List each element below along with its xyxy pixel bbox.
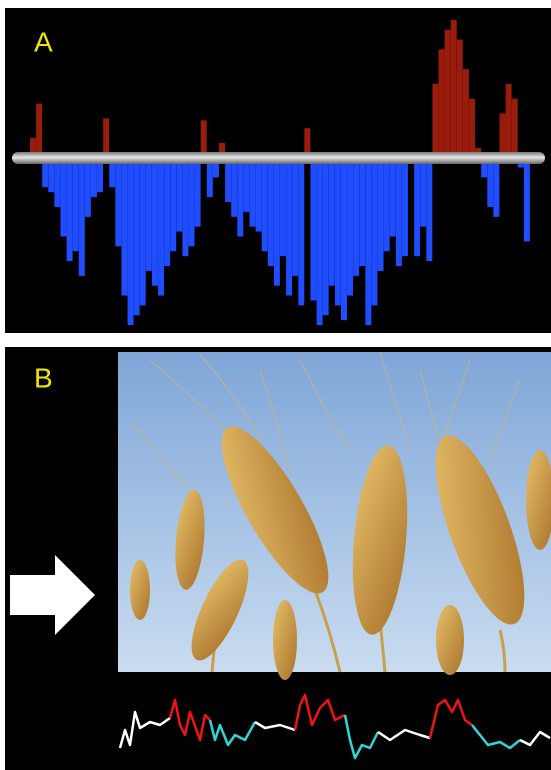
bar bbox=[347, 157, 354, 296]
panel-label: B bbox=[34, 362, 53, 393]
bar bbox=[237, 157, 244, 237]
bar bbox=[401, 157, 408, 257]
bar bbox=[328, 157, 335, 286]
bar bbox=[420, 157, 427, 227]
bar bbox=[316, 157, 323, 326]
bar bbox=[36, 103, 43, 158]
panel-label: A bbox=[34, 26, 53, 57]
bar bbox=[359, 157, 366, 267]
bar bbox=[438, 49, 445, 158]
bar bbox=[78, 157, 85, 276]
wheat-photo bbox=[118, 351, 551, 680]
trace-segment bbox=[471, 724, 521, 750]
bar bbox=[334, 157, 341, 306]
bar bbox=[255, 157, 262, 232]
bar bbox=[145, 157, 152, 271]
bar bbox=[42, 157, 49, 188]
bar bbox=[60, 157, 67, 237]
bar bbox=[371, 157, 378, 306]
wheat-heads bbox=[130, 426, 551, 680]
bar bbox=[499, 113, 506, 158]
bar bbox=[127, 157, 134, 326]
bar bbox=[90, 157, 97, 198]
baseline-rod bbox=[12, 152, 545, 164]
bar bbox=[84, 157, 91, 217]
bar bbox=[426, 157, 433, 262]
bar bbox=[261, 157, 268, 252]
bar bbox=[219, 142, 225, 158]
bar bbox=[249, 157, 256, 227]
trace-segment bbox=[118, 710, 171, 749]
bar bbox=[292, 157, 299, 276]
bar bbox=[505, 83, 512, 158]
bar bbox=[48, 157, 55, 193]
bar bbox=[72, 157, 79, 252]
bar bbox=[280, 157, 286, 257]
bar bbox=[115, 157, 122, 247]
bar bbox=[231, 157, 238, 217]
trace-segment bbox=[519, 730, 551, 747]
bar bbox=[414, 157, 421, 257]
bar bbox=[444, 29, 451, 158]
bar bbox=[511, 98, 518, 158]
bar-group bbox=[30, 19, 530, 326]
bar bbox=[164, 157, 171, 267]
bar bbox=[188, 157, 195, 247]
arrow bbox=[10, 555, 95, 635]
bar bbox=[158, 157, 165, 296]
bar bbox=[66, 157, 73, 262]
bar bbox=[267, 157, 274, 267]
bar bbox=[304, 128, 311, 158]
bar bbox=[322, 157, 329, 316]
bar bbox=[523, 157, 530, 242]
bar bbox=[377, 157, 384, 271]
bar bbox=[273, 157, 280, 286]
bar bbox=[365, 157, 372, 326]
trace-segment bbox=[168, 698, 211, 742]
bar bbox=[139, 157, 146, 306]
bar bbox=[286, 157, 293, 296]
bar bbox=[389, 157, 396, 237]
signal-trace bbox=[118, 693, 551, 760]
bar bbox=[462, 69, 469, 158]
bar bbox=[395, 157, 402, 267]
bar bbox=[182, 157, 189, 257]
bar bbox=[481, 157, 488, 178]
trace-segment bbox=[254, 720, 296, 732]
bar bbox=[194, 157, 201, 227]
bar bbox=[200, 120, 207, 158]
bar bbox=[54, 157, 61, 207]
bar bbox=[30, 138, 36, 158]
bar bbox=[109, 157, 116, 188]
bar bbox=[133, 157, 140, 316]
trace-segment bbox=[293, 693, 346, 731]
bar bbox=[310, 157, 317, 301]
bar bbox=[243, 157, 250, 212]
bar bbox=[493, 157, 500, 217]
bar bbox=[383, 157, 390, 252]
bar bbox=[225, 157, 232, 203]
bar bbox=[103, 118, 110, 158]
bar bbox=[121, 157, 128, 296]
bar bbox=[487, 157, 494, 207]
bar bbox=[450, 19, 457, 158]
trace-segment bbox=[208, 719, 257, 747]
bar bbox=[432, 83, 439, 158]
bar bbox=[456, 39, 463, 158]
bar bbox=[212, 157, 219, 178]
bar bbox=[469, 98, 475, 158]
bar bbox=[353, 157, 360, 276]
bar bbox=[97, 157, 104, 193]
trace-segment bbox=[343, 714, 380, 760]
bar bbox=[298, 157, 305, 306]
bar bbox=[151, 157, 158, 286]
bar bbox=[170, 157, 177, 252]
trace-segment bbox=[377, 728, 431, 742]
bar bbox=[176, 157, 183, 232]
bar bbox=[206, 157, 213, 198]
bar bbox=[340, 157, 347, 321]
trace-segment bbox=[428, 698, 473, 739]
